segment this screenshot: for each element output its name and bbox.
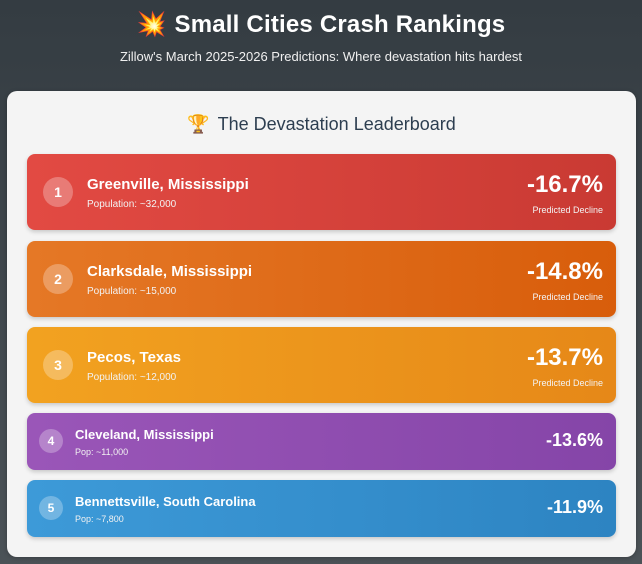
city-name: Pecos, Texas <box>87 349 181 366</box>
population-text: Population: ~12,000 <box>87 372 177 383</box>
city-name: Bennettsville, South Carolina <box>75 494 256 509</box>
page-title: Small Cities Crash Rankings <box>174 11 506 38</box>
rank-badge: 3 <box>43 350 73 380</box>
leaderboard-title: The Devastation Leaderboard <box>217 113 456 134</box>
ranking-card-4: 4 Cleveland, Mississippi Pop: ~11,000 -1… <box>27 413 616 470</box>
decline-value: -11.9% <box>546 497 603 517</box>
ranking-card-2: 2 Clarksdale, Mississippi Population: ~1… <box>27 241 616 317</box>
ranking-card-3: 3 Pecos, Texas Population: ~12,000 -13.7… <box>27 327 616 403</box>
population-text: Pop: ~11,000 <box>75 447 129 457</box>
decline-value: -13.6% <box>545 430 603 450</box>
leaderboard-panel: 🏆 The Devastation Leaderboard 1 Greenvil… <box>7 91 636 557</box>
ranking-card-1: 1 Greenville, Mississippi Population: ~3… <box>27 154 616 230</box>
rank-badge: 4 <box>39 429 63 453</box>
trophy-icon: 🏆 <box>187 113 210 134</box>
city-name: Cleveland, Mississippi <box>75 427 214 442</box>
decline-label: Predicted Decline <box>532 378 603 388</box>
decline-value: -13.7% <box>526 344 603 371</box>
decline-label: Predicted Decline <box>532 205 603 215</box>
title-row: 💥 Small Cities Crash Rankings <box>0 8 642 42</box>
decline-value: -14.8% <box>526 258 603 285</box>
population-text: Pop: ~7,800 <box>75 514 124 524</box>
rank-badge: 1 <box>43 177 73 207</box>
population-text: Population: ~15,000 <box>87 286 177 297</box>
rank-badge: 5 <box>39 496 63 520</box>
city-name: Greenville, Mississippi <box>87 176 249 193</box>
page-header: 💥 Small Cities Crash Rankings Zillow's M… <box>0 0 642 90</box>
ranking-card-5: 5 Bennettsville, South Carolina Pop: ~7,… <box>27 480 616 537</box>
decline-label: Predicted Decline <box>532 292 603 302</box>
city-name: Clarksdale, Mississippi <box>87 263 253 280</box>
leaderboard-title-row: 🏆 The Devastation Leaderboard <box>7 110 636 138</box>
explosion-icon: 💥 <box>136 11 167 38</box>
rank-badge: 2 <box>43 264 73 294</box>
page-subtitle: Zillow's March 2025-2026 Predictions: Wh… <box>119 49 523 64</box>
decline-value: -16.7% <box>526 171 603 198</box>
population-text: Population: ~32,000 <box>87 199 177 210</box>
